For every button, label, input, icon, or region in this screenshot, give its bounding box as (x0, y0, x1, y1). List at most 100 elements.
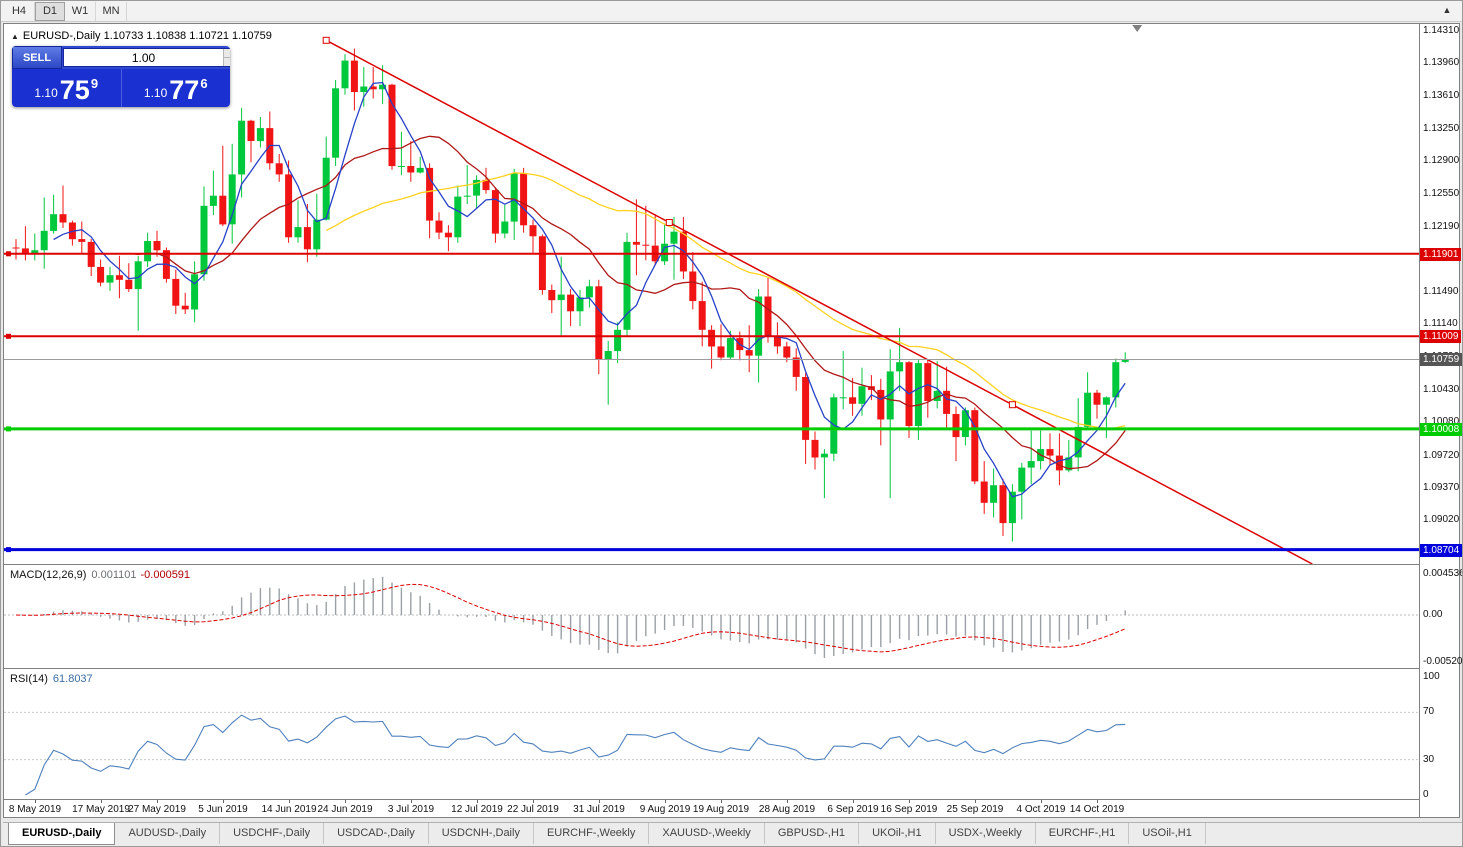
date-label: 31 Jul 2019 (573, 804, 625, 815)
macd-axis-tick: 0.00 (1423, 609, 1443, 620)
level-price-label: 1.10008 (1420, 423, 1462, 436)
rsi-label: RSI(14) 61.8037 (10, 673, 93, 685)
macd-axis-tick: 0.004536 (1423, 568, 1463, 579)
date-tick (853, 800, 854, 803)
chart-tab-usoil-h1[interactable]: USOil-,H1 (1129, 823, 1206, 844)
candlesticks (12, 48, 1129, 542)
level-price-label: 1.08704 (1420, 544, 1462, 557)
date-label: 24 Jun 2019 (317, 804, 373, 815)
date-label: 12 Jul 2019 (451, 804, 503, 815)
volume-input[interactable] (64, 49, 223, 66)
macd-label: MACD(12,26,9) 0.001101 -0.000591 (10, 569, 191, 581)
rsi-axis-tick: 0 (1423, 789, 1429, 800)
volume-spinner: ▲ ▼ (223, 49, 230, 66)
date-tick (1041, 800, 1042, 803)
timeframe-h4-button[interactable]: H4 (4, 1, 35, 21)
chart-tab-bar: EURUSD-,Daily AUDUSD-,Daily USDCHF-,Daily U… (3, 822, 1462, 846)
sell-price[interactable]: 1.10 75 9 (12, 69, 122, 107)
chart-tab-ukoil-h1[interactable]: UKOil-,H1 (859, 823, 936, 844)
price-tick: 1.12190 (1423, 221, 1460, 232)
date-tick (975, 800, 976, 803)
macd-indicator-pane (4, 576, 1419, 658)
date-label: 17 May 2019 (72, 804, 130, 815)
rsi-axis-tick: 30 (1423, 754, 1435, 765)
scroll-up-icon[interactable]: ▲ (1442, 5, 1452, 15)
price-tick: 1.09370 (1423, 482, 1460, 493)
descending-trendline[interactable] (322, 36, 1313, 564)
chart-tab-eurusd-daily[interactable]: EURUSD-,Daily (8, 823, 116, 845)
pane-separator[interactable] (4, 668, 1459, 669)
date-tick (477, 800, 478, 803)
chart-tab-usdchf-daily[interactable]: USDCHF-,Daily (220, 823, 325, 844)
sell-button[interactable]: SELL (12, 46, 62, 69)
level-price-label: 1.11009 (1420, 330, 1462, 343)
date-label: 9 Aug 2019 (639, 804, 691, 815)
date-label: 19 Aug 2019 (692, 804, 750, 815)
one-click-panel-toggle-icon[interactable]: ▲ (11, 32, 19, 41)
timeframe-w1-button[interactable]: W1 (65, 1, 96, 21)
level-price-label: 1.11901 (1420, 248, 1462, 261)
date-tick (289, 800, 290, 803)
horizontal-level-lines[interactable] (4, 251, 1419, 553)
price-tick: 1.10080 (1423, 416, 1460, 427)
price-axis[interactable]: 1.14310 1.13960 1.13610 1.13250 1.12900 1.125… (1419, 24, 1462, 817)
price-tick: 1.13960 (1423, 57, 1460, 68)
date-tick (35, 800, 36, 803)
volume-up-icon[interactable]: ▲ (224, 49, 230, 57)
volume-field: ▲ ▼ (63, 48, 230, 67)
date-tick (223, 800, 224, 803)
date-label: 3 Jul 2019 (387, 804, 435, 815)
date-label: 8 May 2019 (8, 804, 62, 815)
date-tick (157, 800, 158, 803)
buy-price[interactable]: 1.10 77 6 (143, 75, 208, 105)
date-tick (787, 800, 788, 803)
date-label: 28 Aug 2019 (758, 804, 816, 815)
macd-histogram (24, 576, 1126, 658)
date-tick (533, 800, 534, 803)
date-tick (665, 800, 666, 803)
price-tick: 1.09020 (1423, 514, 1460, 525)
chart-tab-gbpusd-h1[interactable]: GBPUSD-,H1 (765, 823, 860, 844)
macd-signal-line (15, 583, 1126, 653)
date-label: 5 Jun 2019 (198, 804, 248, 815)
date-label: 4 Oct 2019 (1016, 804, 1066, 815)
price-tick: 1.12900 (1423, 155, 1460, 166)
timeframe-toolbar: H4 D1 W1 MN ▲ (1, 1, 1462, 22)
price-tick: 1.13610 (1423, 90, 1460, 101)
rsi-indicator-pane (4, 711, 1419, 796)
rsi-value: 61.8037 (52, 673, 93, 685)
chart-tab-usdcad-daily[interactable]: USDCAD-,Daily (324, 823, 429, 844)
date-label: 6 Sep 2019 (827, 804, 879, 815)
pane-separator[interactable] (4, 564, 1459, 565)
chart-tab-usdcnh-daily[interactable]: USDCNH-,Daily (429, 823, 534, 844)
date-tick (411, 800, 412, 803)
date-label: 22 Jul 2019 (507, 804, 559, 815)
price-tick: 1.10430 (1423, 384, 1460, 395)
date-label: 25 Sep 2019 (946, 804, 1004, 815)
timeframe-d1-button[interactable]: D1 (35, 1, 65, 21)
symbol-ohlc-text: EURUSD-,Daily 1.10733 1.10838 1.10721 1.… (22, 30, 272, 42)
volume-down-icon[interactable]: ▼ (224, 57, 230, 66)
chart-tab-eurchf-weekly[interactable]: EURCHF-,Weekly (534, 823, 650, 844)
date-label: 14 Jun 2019 (261, 804, 317, 815)
chart-window: ▲ EURUSD-,Daily 1.10733 1.10838 1.10721 1… (3, 23, 1462, 818)
timeframe-mn-button[interactable]: MN (96, 1, 127, 21)
date-label: 27 May 2019 (128, 804, 186, 815)
price-tick: 1.11140 (1423, 318, 1458, 329)
macd-signal-value: -0.000591 (140, 569, 191, 581)
price-tick: 1.14310 (1423, 25, 1460, 36)
price-tick: 1.13250 (1423, 123, 1460, 134)
rsi-axis-tick: 100 (1423, 671, 1440, 682)
date-label: 14 Oct 2019 (1069, 804, 1125, 815)
date-tick (909, 800, 910, 803)
time-axis[interactable]: 8 May 2019 17 May 2019 27 May 2019 5 Jun 20… (4, 799, 1419, 817)
chart-tab-audusd-daily[interactable]: AUDUSD-,Daily (115, 823, 221, 844)
date-label: 16 Sep 2019 (880, 804, 938, 815)
candlestick-chart[interactable] (4, 24, 1419, 564)
rsi-axis-tick: 70 (1423, 706, 1435, 717)
chart-tab-eurchf-h1[interactable]: EURCHF-,H1 (1036, 823, 1130, 844)
chart-tab-xauusd-weekly[interactable]: XAUUSD-,Weekly (649, 823, 765, 844)
chart-tab-usdx-weekly[interactable]: USDX-,Weekly (936, 823, 1036, 844)
